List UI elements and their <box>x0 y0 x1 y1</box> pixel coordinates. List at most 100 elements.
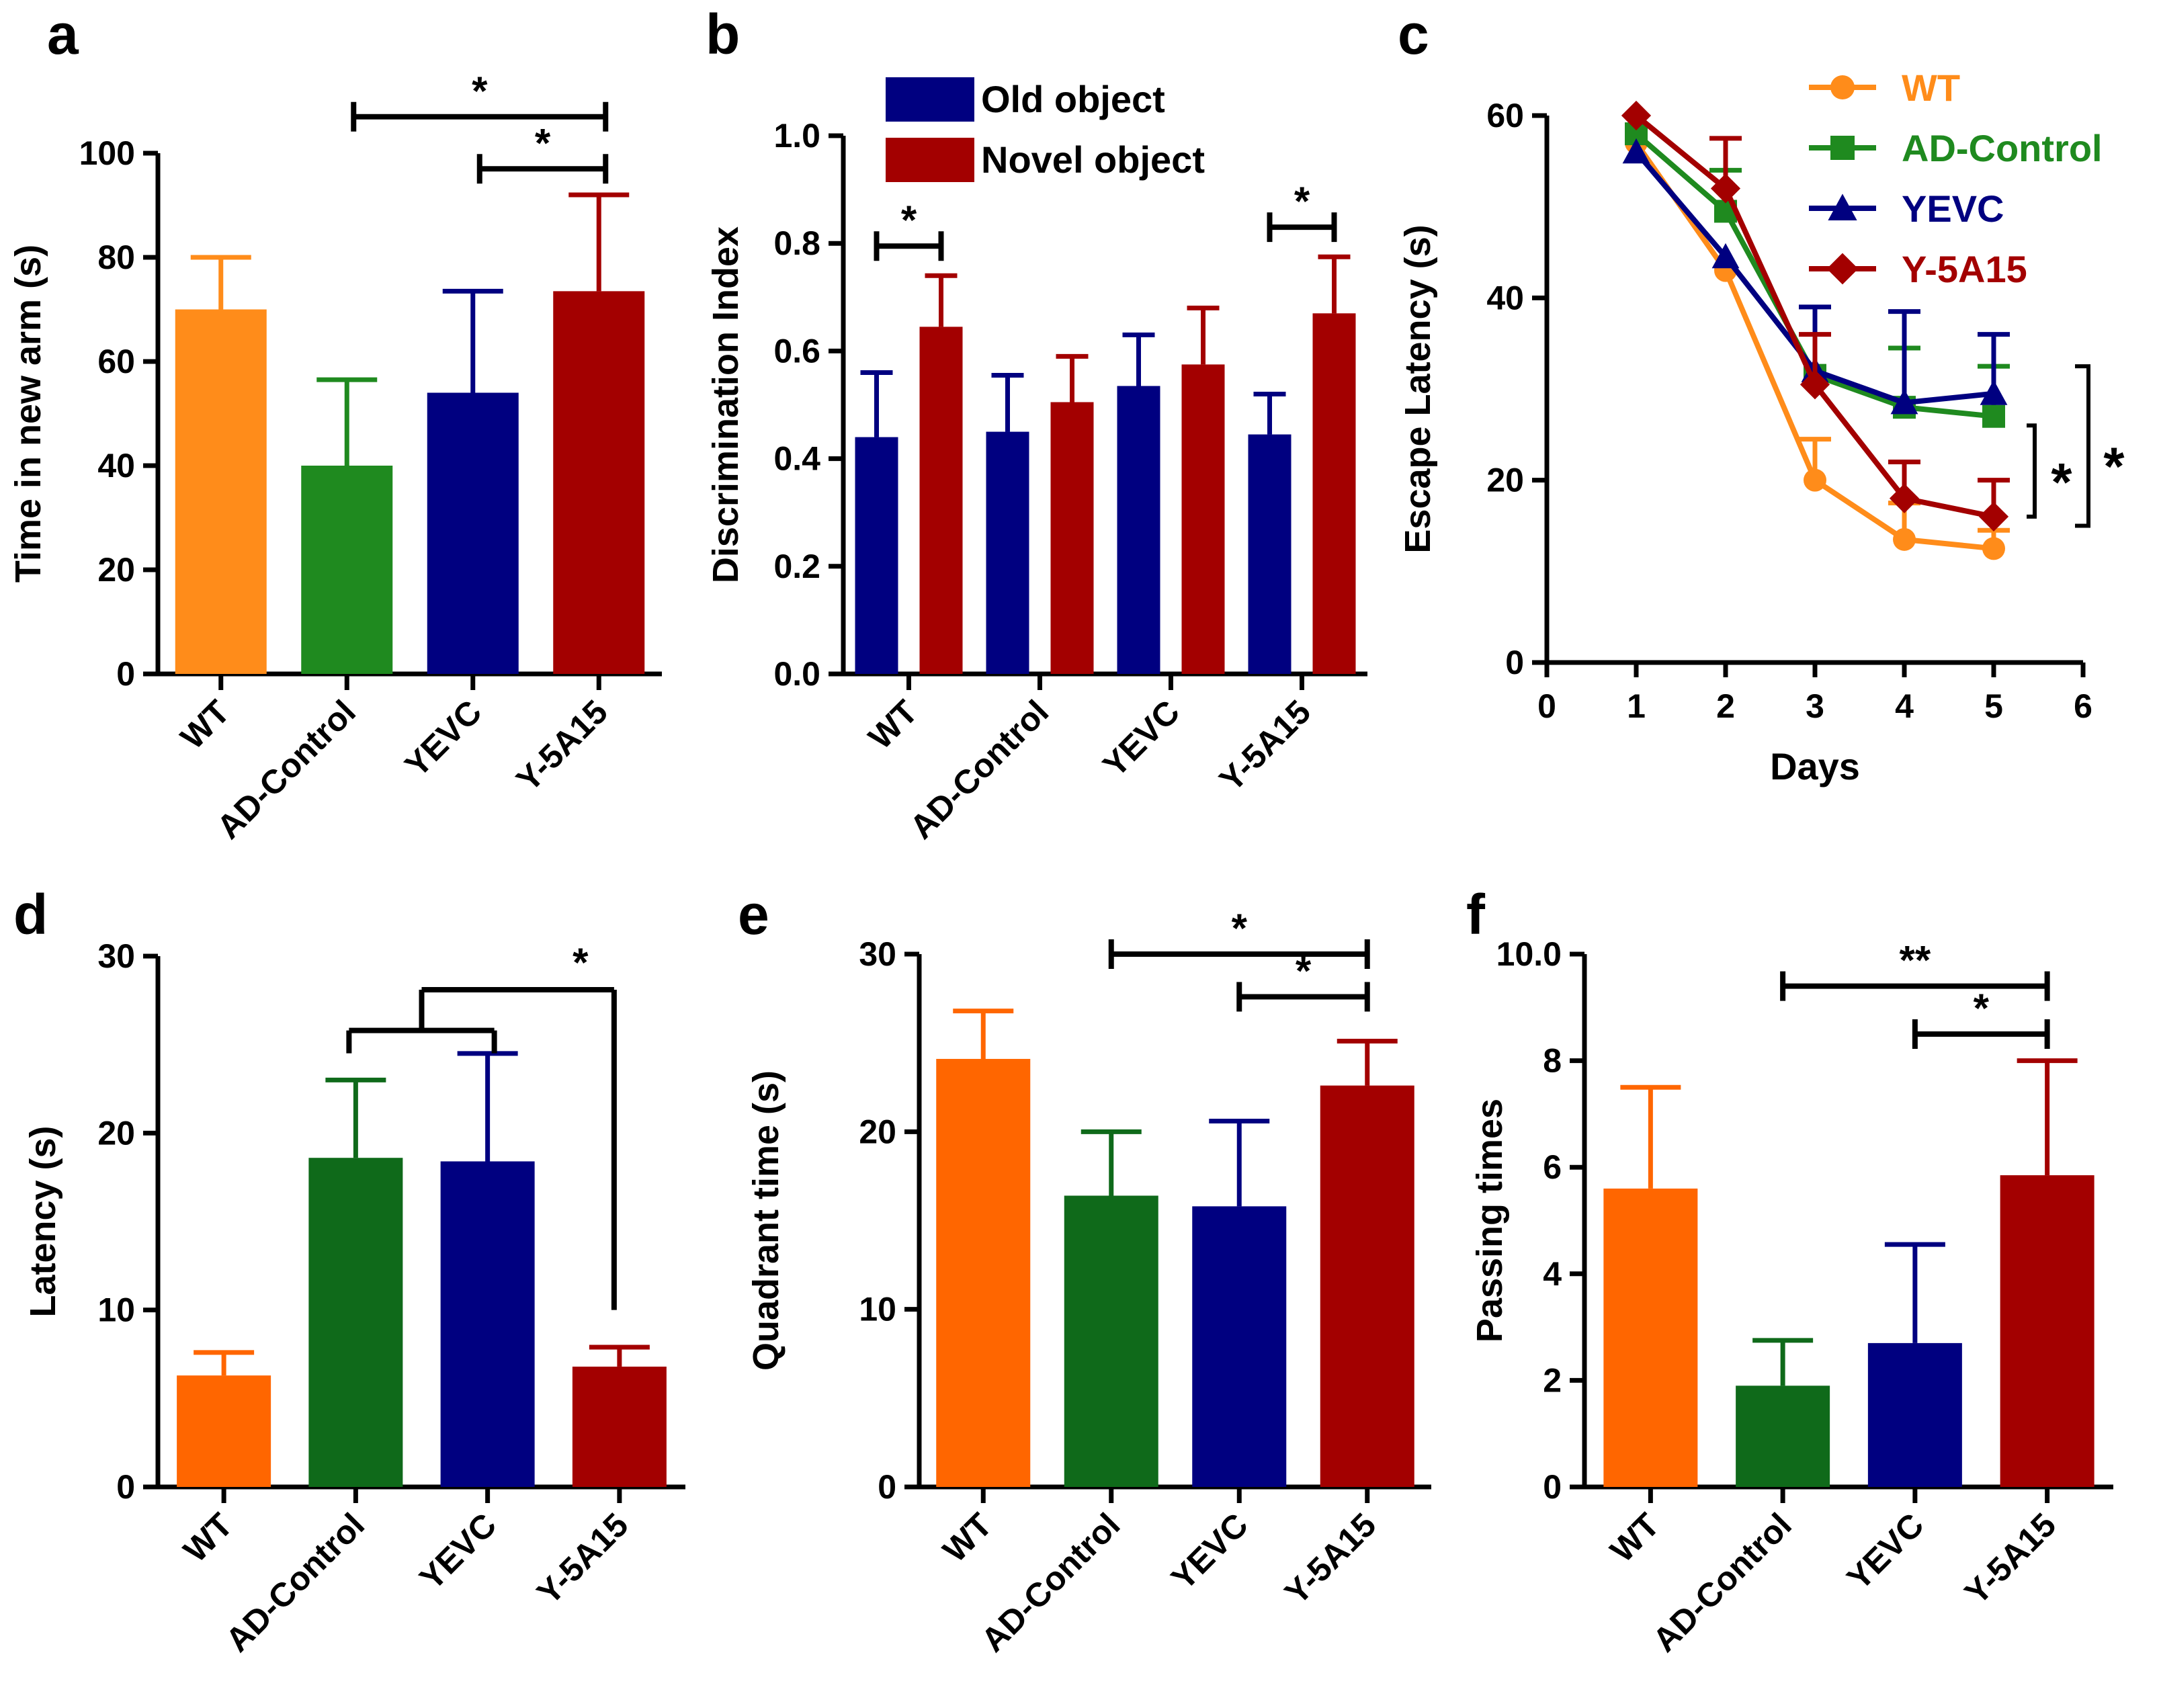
y-tick-label: 20 <box>859 1113 896 1150</box>
bar-old-object <box>986 431 1029 674</box>
y-tick-label: 80 <box>97 239 135 276</box>
x-tick-label: Y-5A15 <box>1212 693 1318 799</box>
y-tick-label: 20 <box>97 1114 135 1152</box>
significance-label: * <box>2051 452 2072 512</box>
legend-label: Old object <box>981 78 1165 120</box>
bar-yevc <box>440 1161 535 1487</box>
significance-bracket <box>2027 423 2037 519</box>
x-tick-label: YEVC <box>1095 693 1187 784</box>
data-point <box>1800 370 1830 400</box>
y-axis-label: Discrimination Index <box>706 226 746 583</box>
bar-novel-object <box>1181 364 1225 674</box>
significance-label: * <box>1294 179 1310 224</box>
panel-letter: d <box>13 883 48 946</box>
y-tick-label: 10 <box>859 1291 896 1328</box>
significance-label: * <box>1232 906 1248 951</box>
panel-c: 0 20 40 60 Escape Latency (s) c 0 1 2 3 4 5 6 Days WT A… <box>1398 3 2125 787</box>
bar-ad-control <box>308 1158 403 1487</box>
x-tick-label: YEVC <box>1164 1506 1255 1597</box>
panel-letter: a <box>47 3 79 66</box>
bar-wt <box>1603 1188 1698 1487</box>
significance-label: * <box>573 940 589 985</box>
y-tick-label: 0.2 <box>773 548 820 585</box>
bar-yevc <box>1192 1206 1287 1487</box>
data-point <box>1982 537 2005 560</box>
bar-novel-object <box>919 327 963 675</box>
y-tick-label: 10.0 <box>1496 935 1562 973</box>
x-tick-label: Y-5A15 <box>509 693 615 799</box>
x-axis-label: Days <box>1770 745 1860 787</box>
x-tick-label: 2 <box>1716 687 1735 725</box>
y-tick-label: 0 <box>1543 1468 1562 1506</box>
y-tick-label: 30 <box>97 937 135 975</box>
bar-y-5a15 <box>2000 1175 2094 1487</box>
bar-y-5a15 <box>1320 1085 1414 1487</box>
y-axis-label: Time in new arm (s) <box>8 245 48 583</box>
y-tick-label: 60 <box>1486 97 1524 134</box>
legend-swatch <box>886 77 974 122</box>
y-tick-label: 60 <box>97 343 135 380</box>
y-tick-label: 0 <box>116 1468 135 1506</box>
significance-label: * <box>1974 986 1990 1031</box>
legend-marker <box>1830 75 1855 99</box>
legend-label: Y-5A15 <box>1902 248 2027 290</box>
y-tick-label: 0.0 <box>773 655 820 693</box>
y-tick-label: 2 <box>1543 1361 1562 1399</box>
legend-label: WT <box>1902 67 1960 109</box>
x-tick-label: WT <box>1603 1506 1667 1570</box>
x-tick-label: 4 <box>1895 687 1914 725</box>
significance-label: * <box>2103 436 2125 496</box>
y-tick-label: 40 <box>97 447 135 484</box>
x-tick-label: 6 <box>2074 687 2092 725</box>
bar-yevc <box>1867 1342 1962 1487</box>
bar-ad-control <box>301 466 393 674</box>
x-tick-label: AD-Control <box>974 1506 1127 1659</box>
bar-wt <box>936 1058 1031 1487</box>
y-tick-label: 0 <box>1505 644 1524 681</box>
series-wt <box>1625 131 2010 560</box>
panel-b: 0.0 0.2 0.4 0.6 0.8 1.0 Discrimination Index b W… <box>706 3 1367 846</box>
data-point <box>1622 138 1650 164</box>
x-tick-label: Y-5A15 <box>530 1506 636 1612</box>
data-point <box>1982 404 2005 428</box>
significance-bracket <box>2075 364 2090 528</box>
data-point <box>1804 468 1826 492</box>
legend-marker <box>1828 194 1857 220</box>
x-tick-label: 5 <box>1984 687 2003 725</box>
significance-label: ** <box>1900 938 1931 983</box>
bar-novel-object <box>1050 402 1094 674</box>
data-point <box>1890 388 1918 415</box>
y-axis-label: Passing times <box>1470 1099 1510 1342</box>
y-axis-label: Quadrant time (s) <box>746 1070 786 1371</box>
legend-marker <box>1830 136 1855 160</box>
significance-label: * <box>472 69 488 114</box>
y-tick-label: 0.6 <box>773 332 820 370</box>
legend-swatch <box>886 138 974 182</box>
legend-label: AD-Control <box>1902 127 2103 169</box>
x-tick-label: Y-5A15 <box>1277 1506 1384 1612</box>
panel-letter: b <box>706 3 740 66</box>
data-point <box>1621 100 1652 131</box>
legend-label: YEVC <box>1902 187 2004 230</box>
significance-label: * <box>1296 948 1312 993</box>
x-tick-label: WT <box>935 1506 999 1570</box>
data-point <box>1978 501 2009 532</box>
y-tick-label: 30 <box>859 935 896 973</box>
y-tick-label: 10 <box>97 1291 135 1329</box>
data-point <box>1711 243 1740 269</box>
x-tick-label: YEVC <box>398 693 489 784</box>
x-tick-label: Y-5A15 <box>1957 1506 2064 1612</box>
y-tick-label: 1.0 <box>773 117 820 155</box>
panel-letter: f <box>1466 883 1486 946</box>
bar-ad-control <box>1736 1385 1830 1487</box>
x-tick-label: YEVC <box>1840 1506 1931 1597</box>
series-y-5a15 <box>1621 100 2010 532</box>
data-point <box>1893 527 1916 551</box>
bar-yevc <box>427 392 519 674</box>
data-point <box>1889 483 1920 513</box>
